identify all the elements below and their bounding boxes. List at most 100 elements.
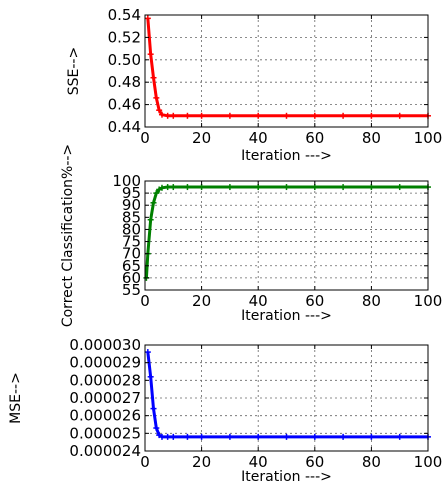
data-point [158, 184, 165, 191]
data-point [396, 184, 403, 191]
data-point [340, 433, 347, 440]
x-axis-label: Iteration ---> [241, 469, 332, 485]
y-tick-label: 55 [122, 281, 141, 299]
data-point [311, 112, 318, 119]
data-point [150, 74, 157, 81]
data-point [144, 15, 151, 22]
data-point [198, 112, 205, 119]
x-tick-label: 40 [249, 129, 268, 147]
data-point [368, 112, 375, 119]
y-tick-label: 0.46 [108, 96, 141, 114]
y-tick-label: 0.48 [108, 73, 141, 91]
data-point [164, 184, 171, 191]
data-point [164, 112, 171, 119]
y-tick-label: 0.54 [108, 6, 141, 24]
y-tick-label: 70 [122, 245, 141, 263]
data-point [147, 373, 154, 380]
plot-frame [144, 14, 429, 128]
x-tick-label: 40 [249, 453, 268, 471]
data-point [255, 433, 262, 440]
data-point [311, 433, 318, 440]
data-point [153, 425, 160, 432]
x-tick-label: 0 [140, 453, 150, 471]
data-point [283, 433, 290, 440]
x-tick-label: 80 [362, 292, 381, 310]
x-tick-label: 100 [414, 453, 443, 471]
x-tick-label: 60 [305, 453, 324, 471]
data-point [144, 349, 151, 356]
data-point [170, 433, 177, 440]
x-axis-label: Iteration ---> [241, 148, 332, 164]
y-tick-label: 75 [122, 233, 141, 251]
data-point [255, 112, 262, 119]
data-point [340, 112, 347, 119]
data-point [147, 216, 154, 223]
data-point [226, 433, 233, 440]
data-point [255, 184, 262, 191]
data-point [311, 184, 318, 191]
data-point [198, 433, 205, 440]
series-line [144, 185, 428, 278]
data-point [283, 112, 290, 119]
data-point [156, 107, 163, 114]
x-tick-label: 60 [305, 129, 324, 147]
series-line [146, 18, 428, 118]
y-tick-label: 100 [112, 172, 141, 190]
x-tick-label: 0 [140, 292, 150, 310]
chart-panel-classification: 0 20 40 60 80 100556065707580859095100Iterati… [60, 144, 442, 327]
y-tick-label: 90 [122, 196, 141, 214]
y-tick-label: 0.000029 [69, 354, 141, 372]
data-point [170, 112, 177, 119]
x-tick-label: 100 [414, 129, 443, 147]
y-axis-label: Correct Classification%--> [60, 144, 76, 327]
data-point [153, 94, 160, 101]
y-tick-label: 0.000030 [69, 336, 141, 354]
y-tick-label: 95 [122, 184, 141, 202]
data-point [226, 112, 233, 119]
y-tick-label: 0.000025 [69, 424, 141, 442]
data-point [150, 199, 157, 206]
plot-frame [144, 180, 429, 291]
data-point [283, 184, 290, 191]
x-tick-label: 20 [192, 453, 211, 471]
data-point [153, 190, 160, 197]
data-point [158, 433, 165, 440]
y-tick-label: 0.52 [108, 28, 141, 46]
y-tick-label: 60 [122, 269, 141, 287]
x-tick-label: 40 [249, 292, 268, 310]
chart-panel-sse: 0 20 40 60 80 100 0.44 0.46 0.48 0.50 0.52 0.54 Iter… [66, 6, 442, 164]
y-tick-label: 65 [122, 257, 141, 275]
data-point [340, 184, 347, 191]
data-point [164, 433, 171, 440]
data-point [184, 112, 191, 119]
chart-panel-mse: 0 20 40 60 80 1000.0000240.0000250.0000260.00… [8, 336, 442, 485]
series-line [146, 351, 428, 439]
y-tick-label: 80 [122, 220, 141, 238]
y-tick-label: 0.000024 [69, 442, 141, 460]
x-tick-label: 20 [192, 292, 211, 310]
data-point [150, 405, 157, 412]
x-tick-label: 100 [414, 292, 443, 310]
x-tick-label: 20 [192, 129, 211, 147]
y-tick-label: 0.50 [108, 51, 141, 69]
x-tick-label: 60 [305, 292, 324, 310]
y-tick-label: 0.000026 [69, 407, 141, 425]
x-tick-label: 0 [140, 129, 150, 147]
data-point [170, 184, 177, 191]
data-point [396, 112, 403, 119]
x-axis-label: Iteration ---> [241, 308, 332, 324]
y-axis-label: SSE--> [66, 47, 82, 95]
data-point [147, 51, 154, 58]
y-tick-label: 0.44 [108, 118, 141, 136]
data-point [368, 433, 375, 440]
data-point [184, 433, 191, 440]
y-tick-label: 0.000028 [69, 371, 141, 389]
y-tick-label: 0.000027 [69, 389, 141, 407]
x-tick-label: 80 [362, 453, 381, 471]
data-point [198, 184, 205, 191]
data-point [396, 433, 403, 440]
data-point [368, 184, 375, 191]
data-point [158, 111, 165, 118]
data-point [184, 184, 191, 191]
